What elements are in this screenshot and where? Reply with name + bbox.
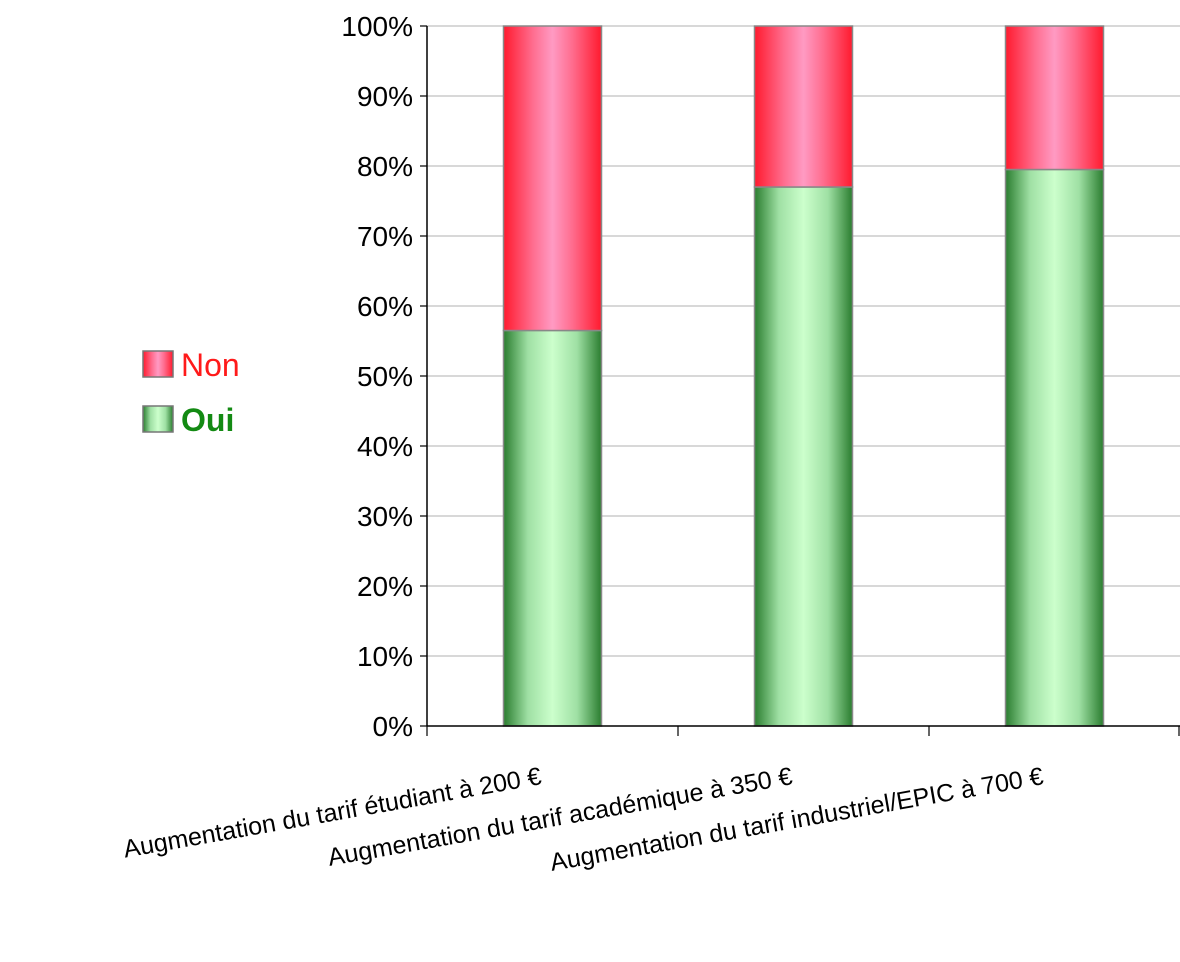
y-tick-label: 40% [357, 431, 413, 462]
y-tick-label: 10% [357, 641, 413, 672]
bar-segment-non [502, 25, 603, 332]
axes [420, 25, 1180, 736]
y-tick-label: 70% [357, 221, 413, 252]
legend-swatch-non [142, 350, 174, 378]
x-category-labels: Augmentation du tarif étudiant à 200 €Au… [121, 762, 1045, 876]
bar-segment-oui [1004, 168, 1105, 727]
bars [502, 25, 1105, 727]
y-tick-labels: 0% 10% 20% 30% 40% 50% 60% 70% 80% 90% 100% [341, 11, 413, 742]
y-tick-label: 30% [357, 501, 413, 532]
y-tick-label: 50% [357, 361, 413, 392]
bar-segment-oui [502, 329, 603, 727]
y-tick-label: 60% [357, 291, 413, 322]
legend-label-non: Non [181, 347, 240, 383]
bar-segment-non [753, 25, 854, 188]
legend-label-oui: Oui [181, 402, 234, 438]
y-tick-label: 80% [357, 151, 413, 182]
legend: Non Oui [142, 347, 240, 438]
bar-segment-oui [753, 186, 854, 727]
y-tick-label: 100% [341, 11, 413, 42]
y-tick-label: 20% [357, 571, 413, 602]
bar-segment-non [1004, 25, 1105, 171]
legend-swatch-oui [142, 405, 174, 433]
y-tick-label: 90% [357, 81, 413, 112]
y-tick-label: 0% [373, 711, 413, 742]
